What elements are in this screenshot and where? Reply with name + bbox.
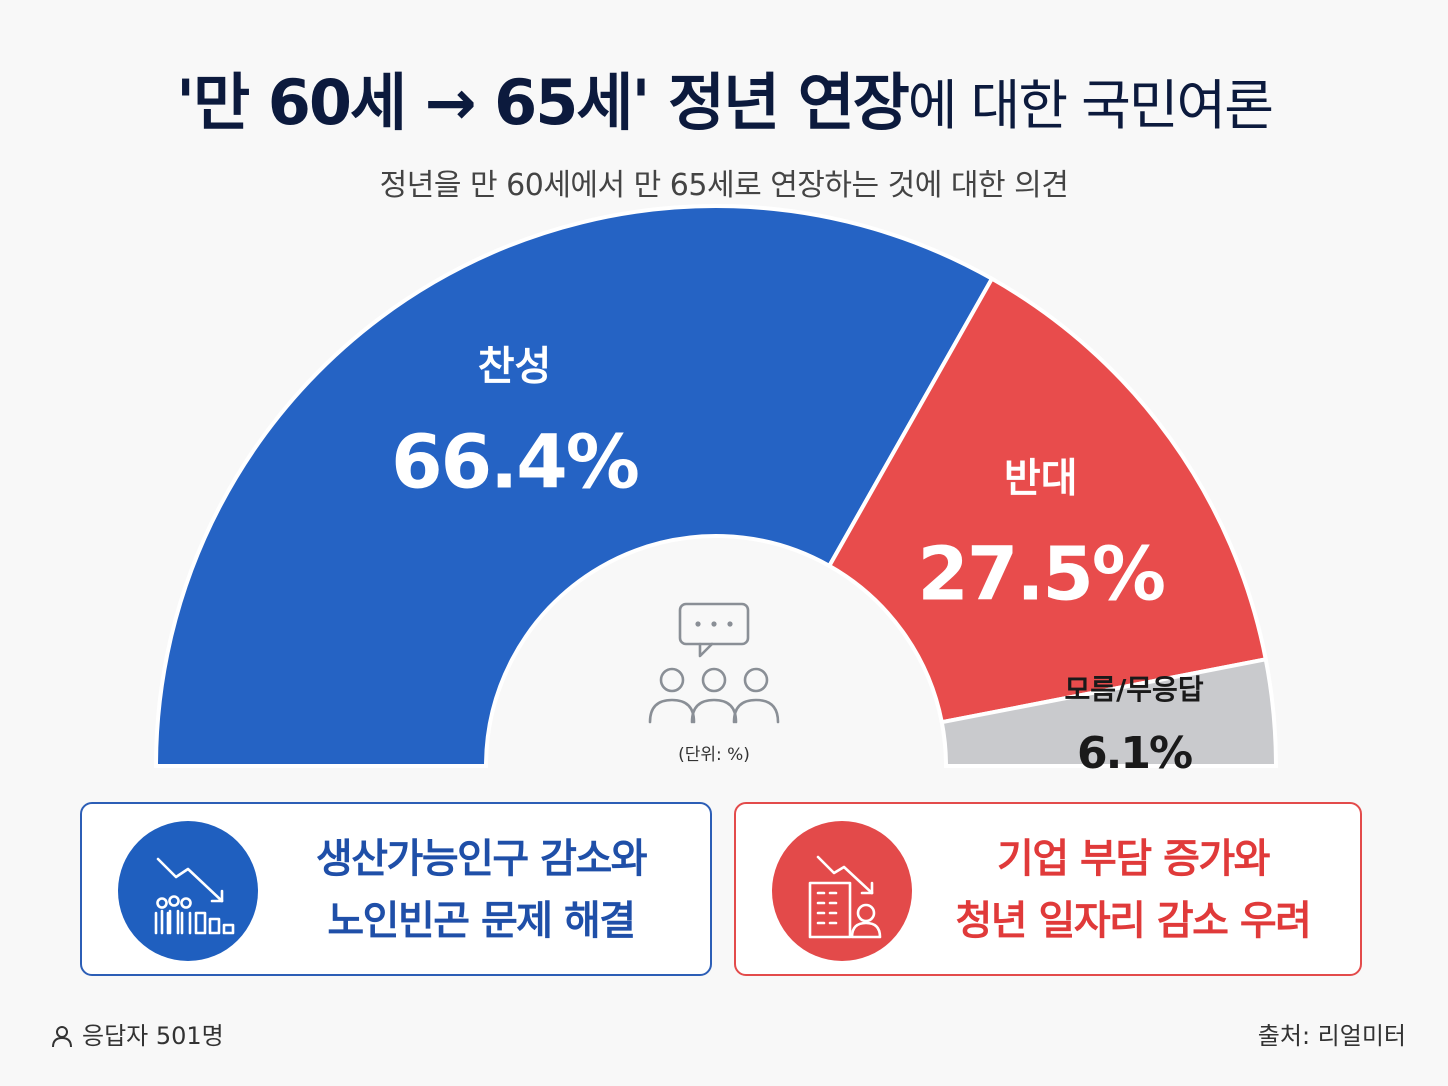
half-donut-chart: 찬성 66.4% 반대 27.5% 모름/무응답 6.1% (단위: %) [153, 204, 1279, 780]
slice-3 [939, 656, 1279, 768]
respondents-count: 응답자 501명 [50, 1016, 224, 1051]
page-subtitle: 정년을 만 60세에서 만 65세로 연장하는 것에 대한 의견 [379, 168, 1069, 203]
oppose-reason-card: 기업 부담 증가와 청년 일자리 감소 우려 [734, 802, 1362, 976]
title-main: '만 60세 → 65세' 정년 연장 [176, 66, 910, 139]
chart-labels: 찬성 66.4% 반대 27.5% 모름/무응답 6.1% [391, 343, 1204, 779]
oppose-reason-text: 기업 부담 증가와 청년 일자리 감소 우려 [926, 828, 1340, 952]
title-suffix: 에 대한 국민여론 [907, 74, 1274, 137]
support-reason-line-1: 생산가능인구 감소와 [315, 836, 648, 882]
support-reason-text: 생산가능인구 감소와 노인빈곤 문제 해결 [272, 828, 690, 952]
source-credit: 출처: 리얼미터 [1257, 1022, 1406, 1050]
person-icon [52, 1026, 72, 1048]
building-person-decline-icon [772, 821, 912, 961]
slice-value-1: 66.4% [391, 419, 638, 505]
unit-note: (단위: %) [678, 745, 750, 765]
respondents-text: 응답자 501명 [82, 1022, 224, 1050]
slice-label-3: 모름/무응답 [1065, 673, 1204, 706]
slice-value-3: 6.1% [1077, 728, 1192, 779]
support-reason-line-2: 노인빈곤 문제 해결 [327, 898, 636, 944]
oppose-reason-line-1: 기업 부담 증가와 [997, 836, 1270, 882]
slice-2 [826, 275, 1269, 725]
slice-value-2: 27.5% [917, 531, 1164, 617]
slice-label-1: 찬성 [478, 343, 552, 389]
slice-1 [153, 204, 995, 768]
page-title: '만 60세 → 65세' 정년 연장에 대한 국민여론 [0, 52, 1448, 142]
oppose-reason-line-2: 청년 일자리 감소 우려 [955, 898, 1312, 944]
declining-population-chart-icon [118, 821, 258, 961]
audience-discussion-icon [648, 602, 780, 724]
slice-label-2: 반대 [1004, 455, 1078, 501]
chart-slices [153, 204, 1279, 768]
support-reason-card: 생산가능인구 감소와 노인빈곤 문제 해결 [80, 802, 712, 976]
